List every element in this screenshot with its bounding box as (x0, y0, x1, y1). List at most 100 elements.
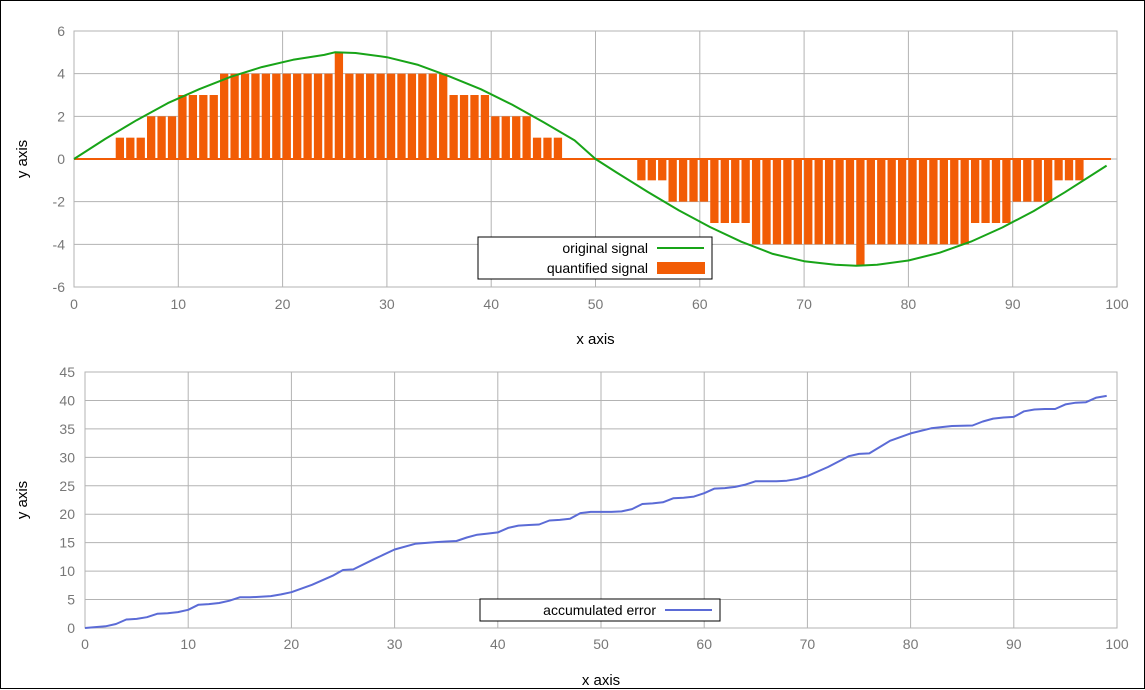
quantified-bar (856, 159, 865, 266)
quantified-bar (115, 137, 125, 159)
y-tick-label: 40 (59, 392, 75, 408)
quantified-bar (637, 159, 646, 181)
quantified-bar (355, 73, 364, 159)
x-axis-title: x axis (576, 331, 614, 348)
quantified-bar (209, 95, 218, 159)
quantified-bar (929, 159, 938, 245)
quantified-bar (376, 73, 385, 159)
quantified-bar (345, 73, 354, 159)
quantified-bar (960, 159, 969, 245)
x-tick-label: 10 (171, 296, 187, 312)
quantified-bar (188, 95, 198, 159)
quantified-bar (824, 159, 834, 245)
quantified-bar (887, 159, 896, 245)
quantified-bar (167, 116, 177, 159)
quantified-bar (762, 159, 771, 245)
quantified-bar (282, 73, 291, 159)
quantified-bar (741, 159, 750, 223)
y-tick-label: 45 (59, 364, 75, 380)
quantified-bar (970, 159, 980, 223)
quantified-bar (814, 159, 823, 245)
quantified-bar (220, 73, 229, 159)
y-axis-title: y axis (14, 140, 31, 178)
quantified-bar (251, 73, 260, 159)
quantified-bar (397, 73, 406, 159)
y-tick-label: 0 (57, 151, 65, 167)
quantified-bar (1002, 159, 1011, 223)
quantified-bar (845, 159, 855, 245)
quantified-bar (731, 159, 740, 223)
legend-label: accumulated error (543, 602, 656, 618)
x-tick-label: 90 (1006, 636, 1022, 652)
y-tick-label: -2 (53, 194, 66, 210)
quantified-bar (303, 73, 312, 159)
x-tick-label: 30 (379, 296, 395, 312)
quantified-bar (470, 95, 479, 159)
quantified-bar (136, 137, 145, 159)
quantified-bar (386, 73, 396, 159)
quantified-bar (261, 73, 271, 159)
x-tick-label: 40 (490, 636, 506, 652)
quantified-bar (501, 116, 510, 159)
quantified-bar (866, 159, 875, 245)
quantified-bar (793, 159, 802, 245)
y-tick-label: 30 (59, 449, 75, 465)
quantified-bar (1075, 159, 1084, 181)
x-tick-label: 70 (796, 296, 812, 312)
quantified-bar (1012, 159, 1021, 202)
quantified-bar (689, 159, 698, 202)
x-tick-label: 30 (387, 636, 403, 652)
quantified-bar (647, 159, 656, 181)
quantified-bar (1064, 159, 1074, 181)
x-tick-label: 0 (81, 636, 89, 652)
legend-swatch (657, 262, 705, 274)
y-tick-label: 15 (59, 535, 75, 551)
quantified-bar (1023, 159, 1032, 202)
quantified-bar (157, 116, 166, 159)
quantified-bar (678, 159, 688, 202)
quantified-bar (668, 159, 677, 202)
quantified-bar (459, 95, 469, 159)
quantified-bar (313, 73, 323, 159)
quantified-bar (543, 137, 552, 159)
quantified-bar (908, 159, 917, 245)
x-axis-title: x axis (582, 672, 620, 689)
quantified-bar (272, 73, 281, 159)
x-tick-label: 0 (70, 296, 78, 312)
y-tick-label: -6 (53, 279, 66, 295)
quantified-bar (418, 73, 427, 159)
quantified-bar (178, 95, 187, 159)
quantified-bar (1043, 159, 1053, 202)
quantified-bar (699, 159, 709, 202)
legend: original signal quantified signal (477, 236, 713, 280)
quantified-bar (720, 159, 729, 223)
chart-2: 0 10 20 30 40 50 60 70 80 90 100454035302520151050… (14, 364, 1129, 689)
quantified-bar (512, 116, 521, 159)
y-tick-label: 25 (59, 478, 75, 494)
quantified-bar (553, 137, 563, 159)
quantified-bar (658, 159, 667, 181)
quantified-bar (835, 159, 844, 245)
y-tick-label: 20 (59, 506, 75, 522)
quantified-bar (1054, 159, 1063, 181)
quantified-bar (293, 73, 302, 159)
quantified-bar (783, 159, 792, 245)
y-tick-label: 2 (57, 108, 65, 124)
legend-label: original signal (562, 240, 648, 256)
legend-label: quantified signal (547, 260, 648, 276)
quantified-bar (532, 137, 542, 159)
x-tick-label: 50 (588, 296, 604, 312)
quantified-bar (126, 137, 135, 159)
x-tick-label: 100 (1105, 296, 1129, 312)
quantified-bar (449, 95, 458, 159)
legend: accumulated error (479, 598, 721, 622)
x-tick-label: 60 (696, 636, 712, 652)
quantified-bar (491, 116, 500, 159)
quantified-bar (334, 52, 344, 160)
quantified-bar (428, 73, 437, 159)
y-tick-label: -4 (53, 236, 66, 252)
x-tick-label: 40 (483, 296, 499, 312)
